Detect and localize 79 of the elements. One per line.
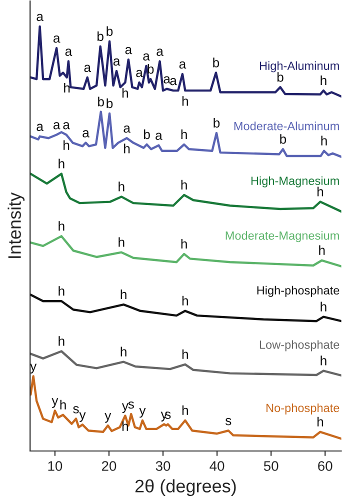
annotation: a bbox=[36, 14, 44, 22]
x-tick-label: 30 bbox=[156, 461, 170, 471]
annotation: b bbox=[144, 129, 150, 140]
annotation: h bbox=[182, 296, 188, 306]
annotation: h bbox=[58, 286, 64, 296]
annotation: a bbox=[156, 132, 162, 140]
x-tick-label: 10 bbox=[48, 461, 62, 471]
annotation: y bbox=[104, 413, 112, 423]
x-axis-title: 2θ (degrees) bbox=[135, 479, 236, 496]
annotation: a bbox=[124, 126, 130, 133]
annotation: a bbox=[164, 76, 170, 84]
series-label: No-phosphate bbox=[266, 403, 340, 414]
series-label: Low-phosphate bbox=[260, 340, 340, 352]
annotation: a bbox=[156, 48, 164, 56]
annotation: a bbox=[179, 61, 186, 69]
annotation: a bbox=[65, 48, 72, 56]
series-label: Moderate-Magnesium bbox=[226, 231, 339, 242]
annotation: b bbox=[277, 72, 284, 82]
annotation: h bbox=[58, 158, 64, 168]
series-label: Moderate-Aluminum bbox=[234, 122, 339, 130]
annotation: a bbox=[63, 122, 70, 130]
series-label: High-phosphate bbox=[257, 286, 340, 297]
x-tick-label: 50 bbox=[264, 461, 278, 471]
annotation: h bbox=[320, 302, 326, 312]
annotation: h bbox=[60, 400, 66, 410]
annotation: h bbox=[317, 186, 324, 196]
series-label: High-Aluminum bbox=[260, 61, 339, 72]
annotation: h bbox=[181, 238, 187, 249]
annotation: h bbox=[118, 182, 124, 192]
x-tick-label: 40 bbox=[210, 461, 224, 471]
annotation: y bbox=[79, 412, 86, 422]
annotation: b bbox=[213, 58, 220, 68]
annotation: a bbox=[84, 64, 92, 72]
annotation: b bbox=[98, 31, 104, 42]
annotation: h bbox=[181, 129, 187, 139]
annotation: h bbox=[319, 245, 325, 255]
annotation: h bbox=[58, 336, 64, 346]
y-axis-title: Intensity bbox=[8, 192, 25, 258]
annotation: h bbox=[320, 76, 326, 86]
annotation: h bbox=[122, 88, 128, 98]
series-label: High-Magnesium bbox=[251, 176, 339, 188]
annotation: b bbox=[106, 98, 113, 108]
annotation: b bbox=[148, 64, 154, 74]
annotation: s bbox=[73, 406, 79, 414]
annotation: h bbox=[320, 356, 326, 366]
annotation: a bbox=[125, 46, 132, 54]
annotation: a bbox=[143, 53, 150, 61]
annotation: h bbox=[58, 221, 64, 231]
annotation: b bbox=[280, 134, 286, 144]
annotation: h bbox=[118, 237, 124, 247]
x-tick-label: 60 bbox=[318, 461, 332, 471]
annotation: s bbox=[225, 418, 232, 426]
annotation: a bbox=[82, 130, 90, 138]
annotation: b bbox=[106, 26, 113, 36]
annotation: h bbox=[182, 405, 188, 415]
annotation: y bbox=[52, 398, 58, 408]
annotation: h bbox=[182, 349, 188, 359]
annotation: b bbox=[98, 96, 104, 106]
annotation: h bbox=[120, 289, 126, 300]
annotation: h bbox=[124, 144, 130, 154]
annotation: a bbox=[136, 70, 143, 78]
annotation: y bbox=[139, 408, 146, 418]
annotation: a bbox=[113, 58, 120, 66]
annotation: h bbox=[64, 140, 70, 150]
annotation: h bbox=[122, 421, 128, 431]
annotation: h bbox=[317, 416, 324, 426]
x-tick-label: 20 bbox=[102, 461, 116, 471]
annotation: h bbox=[182, 96, 188, 106]
annotation: h bbox=[120, 346, 126, 356]
annotation: h bbox=[321, 136, 327, 146]
annotation: a bbox=[170, 78, 177, 86]
annotation: h bbox=[64, 82, 70, 93]
annotation: y bbox=[122, 403, 128, 413]
annotation: a bbox=[53, 36, 60, 43]
annotation: h bbox=[181, 180, 187, 190]
annotation: a bbox=[36, 124, 44, 132]
annotation: b bbox=[214, 118, 220, 128]
annotation: a bbox=[53, 122, 60, 130]
annotation: s bbox=[128, 401, 134, 409]
